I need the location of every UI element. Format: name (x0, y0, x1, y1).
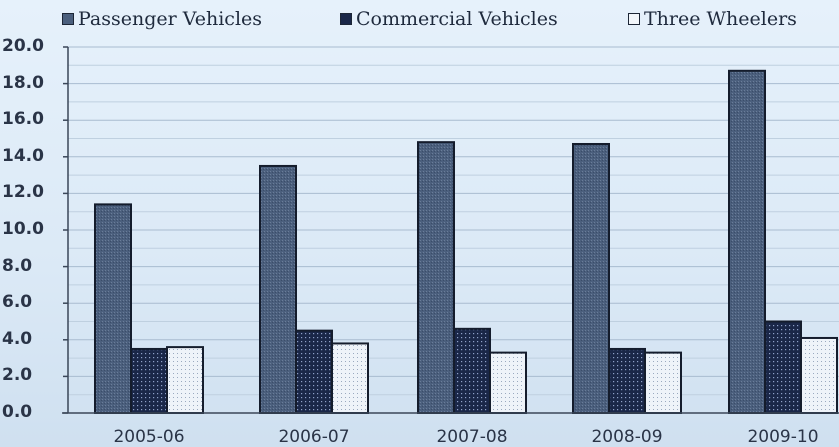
legend: Passenger Vehicles Commercial Vehicles T… (62, 4, 839, 32)
x-tick-label: 2007-08 (436, 427, 508, 447)
y-tick-label: 2.0 (2, 365, 33, 386)
legend-item-commercial-vehicles: Commercial Vehicles (340, 8, 558, 30)
x-tick-label: 2008-09 (591, 427, 663, 447)
bar-commercial-vehicles (130, 347, 168, 415)
bar-passenger-vehicles (259, 164, 297, 414)
y-tick-label: 0.0 (2, 402, 33, 422)
y-tick-label: 8.0 (2, 255, 33, 276)
commercial-vehicles-swatch-icon (340, 13, 352, 25)
bar-passenger-vehicles (94, 203, 132, 414)
y-tick-label: 16.0 (2, 109, 44, 130)
x-tick-label: 2005-06 (113, 427, 185, 447)
bars (94, 69, 838, 415)
y-tick-label: 10.0 (2, 219, 44, 239)
bar-commercial-vehicles (608, 347, 646, 415)
x-tick-label: 2006-07 (278, 427, 350, 447)
legend-label: Commercial Vehicles (356, 8, 558, 30)
bar-three-wheelers (166, 346, 204, 414)
legend-item-three-wheelers: Three Wheelers (628, 8, 797, 30)
y-axis (62, 46, 839, 414)
bar-three-wheelers (800, 336, 838, 414)
y-tick-label: 12.0 (2, 182, 44, 203)
bar-commercial-vehicles (453, 327, 491, 415)
x-tick-label: 2009-10 (747, 427, 819, 447)
bar-commercial-vehicles (764, 320, 802, 414)
legend-item-passenger-vehicles: Passenger Vehicles (62, 8, 262, 30)
passenger-vehicles-swatch-icon (62, 13, 74, 25)
three-wheelers-swatch-icon (628, 13, 640, 25)
bar-passenger-vehicles (417, 141, 455, 414)
bar-passenger-vehicles (728, 69, 766, 414)
y-tick-label: 6.0 (2, 292, 33, 313)
legend-label: Passenger Vehicles (78, 8, 263, 30)
y-tick-label: 18.0 (2, 72, 44, 93)
legend-label: Three Wheelers (644, 8, 797, 30)
y-tick-label: 20.0 (2, 36, 44, 56)
y-tick-label: 4.0 (2, 328, 33, 349)
bar-three-wheelers (331, 342, 369, 414)
bar-passenger-vehicles (572, 142, 610, 415)
bar-three-wheelers (489, 351, 527, 414)
bar-commercial-vehicles (295, 329, 333, 414)
bar-three-wheelers (644, 351, 682, 414)
y-tick-label: 14.0 (2, 145, 44, 166)
